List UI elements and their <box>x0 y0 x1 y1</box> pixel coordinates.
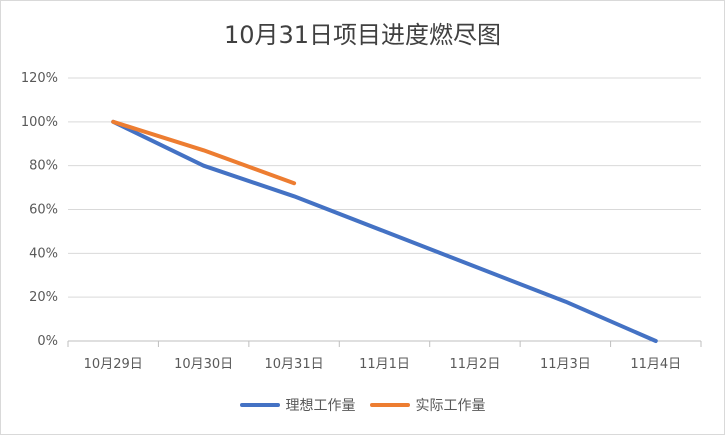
series-line-actual <box>111 119 297 186</box>
y-tick-label: 40% <box>29 246 58 261</box>
x-tick-label: 11月4日 <box>630 357 681 372</box>
x-tick-label: 11月3日 <box>540 357 591 372</box>
x-tick-label: 10月29日 <box>84 357 143 372</box>
chart-title: 10月31日项目进度燃尽图 <box>223 21 502 49</box>
legend-swatch-ideal <box>239 403 280 407</box>
legend-item-actual: 实际工作量 <box>369 395 486 415</box>
y-tick-label: 0% <box>37 334 58 349</box>
x-tick-label: 11月2日 <box>450 357 501 372</box>
x-tick-label: 10月30日 <box>174 357 233 372</box>
series-line-ideal <box>111 119 658 343</box>
y-tick-label: 20% <box>29 290 58 305</box>
chart-legend: 理想工作量 实际工作量 <box>1 395 724 415</box>
y-tick-label: 80% <box>29 159 58 174</box>
x-tick-label: 11月1日 <box>359 357 410 372</box>
legend-item-ideal: 理想工作量 <box>239 395 356 415</box>
x-tick-label: 10月31日 <box>265 357 324 372</box>
y-tick-label: 120% <box>21 71 58 86</box>
y-tick-label: 60% <box>29 203 58 218</box>
legend-label-ideal: 理想工作量 <box>285 398 356 414</box>
legend-swatch-actual <box>369 403 410 407</box>
y-tick-label: 100% <box>21 115 58 130</box>
legend-label-actual: 实际工作量 <box>415 398 486 414</box>
